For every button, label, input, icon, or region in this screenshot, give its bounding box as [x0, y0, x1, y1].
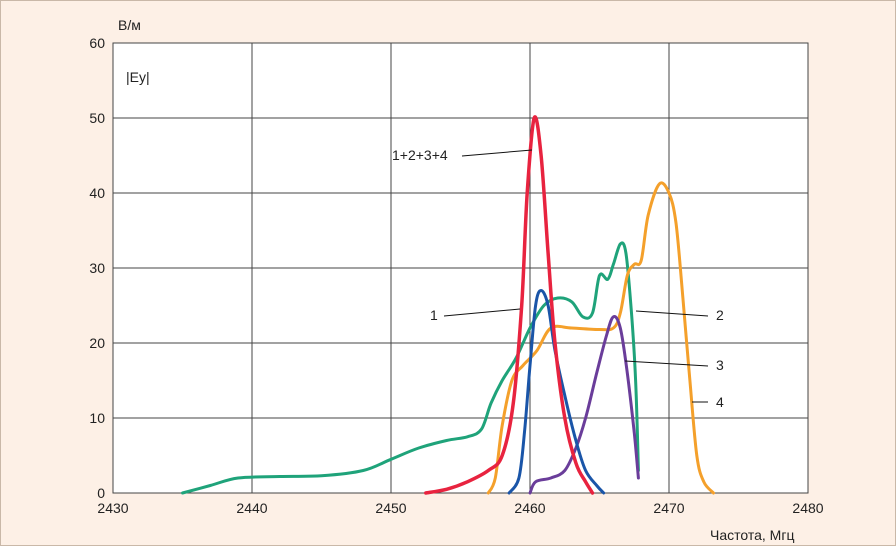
- y-tick-labels: 0 10 20 30 40 50 60: [89, 35, 105, 501]
- series-line-1p2p3p4: [424, 115, 595, 495]
- y-tick-label: 40: [89, 185, 105, 201]
- y-tick-label: 10: [89, 410, 105, 426]
- series-lines: [181, 115, 715, 495]
- series-label: 1: [430, 307, 438, 323]
- y-tick-label: 30: [89, 260, 105, 276]
- series-label: 1+2+3+4: [392, 147, 448, 163]
- x-axis-label: Частота, Мгц: [710, 527, 794, 543]
- callout-leader: [624, 360, 709, 367]
- series-label: 4: [716, 394, 724, 410]
- callout-leader: [461, 149, 533, 157]
- y-tick-label: 50: [89, 110, 105, 126]
- series-label: 3: [716, 357, 724, 373]
- x-tick-label: 2430: [97, 500, 128, 516]
- x-tick-label: 2470: [653, 500, 684, 516]
- y-tick-label: 60: [89, 35, 105, 51]
- y-quantity-label: |Ey|: [126, 69, 150, 85]
- y-tick-label: 20: [89, 335, 105, 351]
- series-callouts: 1+2+3+4 1 2 3 4: [392, 147, 724, 410]
- callout-leader: [443, 308, 521, 317]
- series-line-2: [181, 241, 640, 495]
- x-tick-labels: 2430 2440 2450 2460 2470 2480: [97, 500, 823, 516]
- x-tick-label: 2440: [236, 500, 267, 516]
- y-unit-label: В/м: [118, 17, 141, 33]
- x-tick-label: 2480: [792, 500, 823, 516]
- callout-leader: [635, 310, 709, 317]
- series-line-4: [486, 181, 715, 495]
- series-line-3: [528, 315, 640, 495]
- x-tick-label: 2450: [375, 500, 406, 516]
- series-line-1: [507, 289, 606, 495]
- x-tick-label: 2460: [514, 500, 545, 516]
- series-label: 2: [716, 307, 724, 323]
- y-tick-label: 0: [97, 485, 105, 501]
